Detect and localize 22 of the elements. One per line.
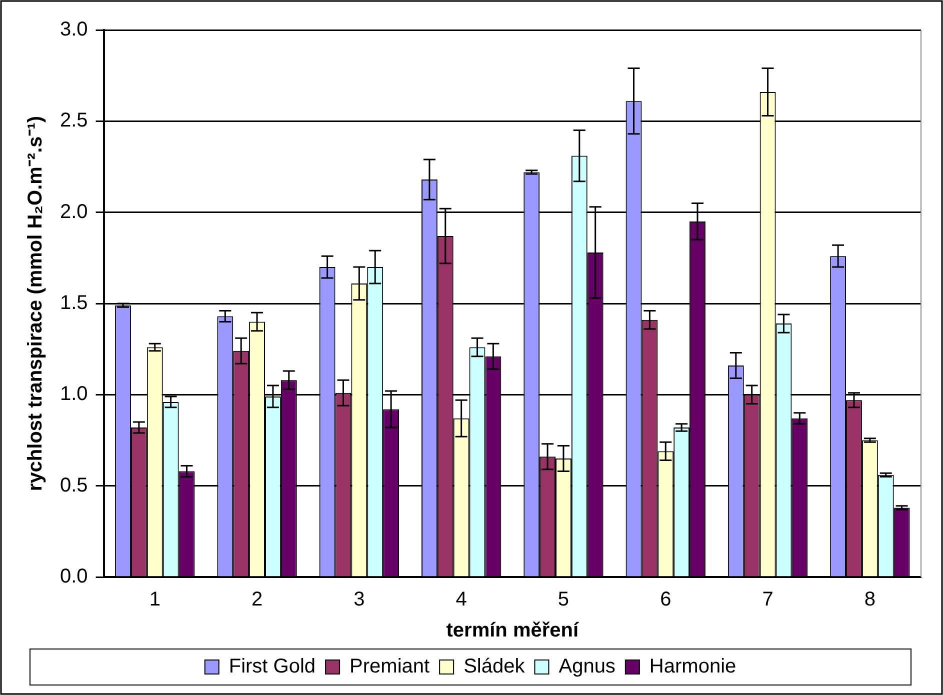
- y-tick-label: 1.0: [60, 383, 88, 406]
- y-tick-label: 0.0: [60, 566, 88, 588]
- legend-label: Premiant: [350, 656, 430, 678]
- y-tick-label: 0.5: [60, 474, 88, 496]
- y-tick-label: 2.0: [60, 200, 88, 223]
- x-tick-label: 3: [354, 588, 365, 611]
- x-tick-label: 8: [864, 588, 876, 611]
- y-tick-label: 2.5: [60, 110, 88, 132]
- x-tick-label: 7: [762, 588, 774, 611]
- legend-label: Sládek: [464, 656, 526, 678]
- legend-label: Agnus: [558, 656, 616, 678]
- x-tick-label: 5: [558, 588, 570, 611]
- x-axis-title: termín měření: [446, 620, 580, 642]
- y-tick-label: 1.5: [60, 292, 88, 314]
- x-tick-label: 1: [149, 588, 160, 611]
- y-axis-title: rychlost transpirace (mmol H₂O.m⁻².s⁻¹): [24, 116, 47, 492]
- y-tick-label: 3.0: [60, 18, 88, 41]
- x-tick-label: 4: [456, 588, 467, 611]
- legend-label: Harmonie: [649, 656, 736, 678]
- x-tick-label: 2: [251, 588, 263, 611]
- x-tick-label: 6: [660, 588, 672, 611]
- legend-label: First Gold: [228, 656, 316, 678]
